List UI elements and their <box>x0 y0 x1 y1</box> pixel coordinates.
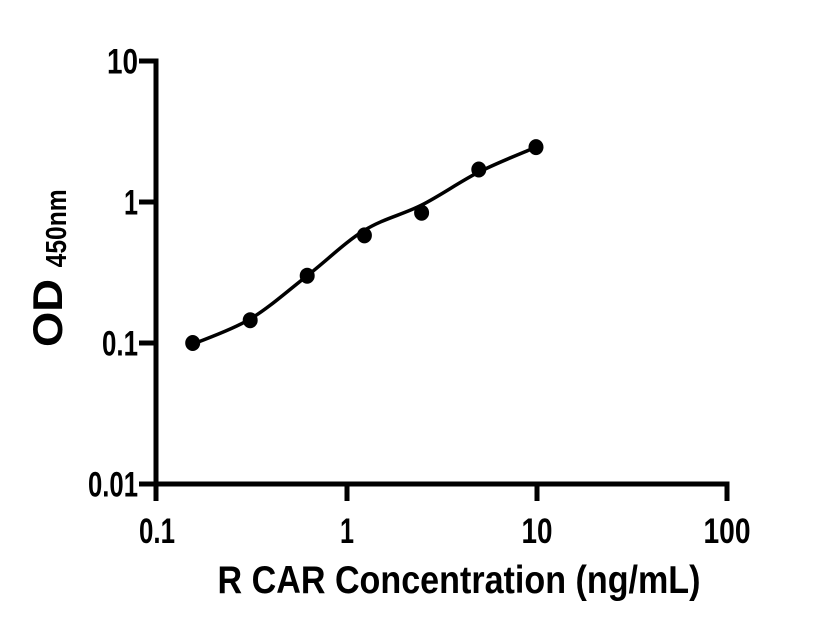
y-tick-label: 0.01 <box>88 466 138 505</box>
y-axis-title-main: OD <box>24 279 71 347</box>
data-point <box>299 267 315 284</box>
y-axis-title: OD 450nm <box>24 189 73 347</box>
data-point <box>356 227 372 244</box>
data-point <box>414 204 430 221</box>
data-points <box>185 139 544 351</box>
data-point <box>471 161 487 178</box>
y-tick-label: 10 <box>107 43 138 82</box>
fit-curve <box>190 145 538 346</box>
x-axis-title: R CAR Concentration (ng/mL) <box>218 559 701 602</box>
x-tick-label: 100 <box>704 512 751 551</box>
data-point <box>528 139 544 156</box>
x-tick-label: 0.1 <box>139 512 175 551</box>
x-tick-label: 1 <box>340 512 354 551</box>
x-tick-label: 10 <box>522 512 553 551</box>
data-point <box>242 312 258 329</box>
data-point <box>185 335 201 351</box>
x-tick-labels: 0.1 1 10 100 <box>139 512 751 551</box>
axes <box>139 58 730 501</box>
y-tick-labels: 0.01 0.1 1 10 <box>88 43 138 505</box>
y-axis-title-subscript: 450nm <box>41 189 73 267</box>
y-tick-label: 1 <box>124 184 138 223</box>
y-tick-label: 0.1 <box>102 325 138 364</box>
